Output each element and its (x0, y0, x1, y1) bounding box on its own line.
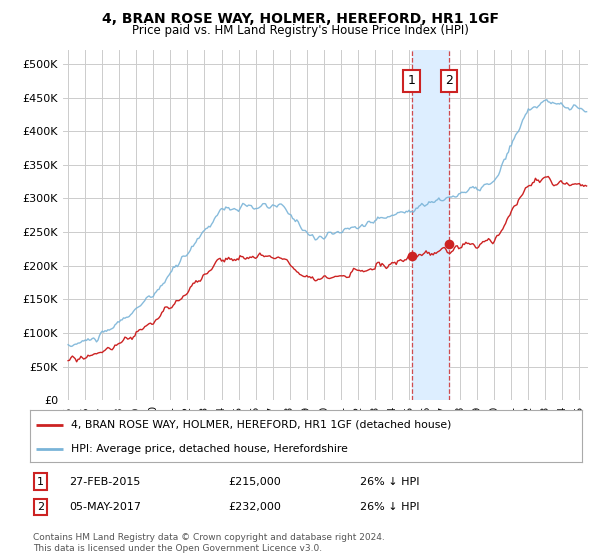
Text: 4, BRAN ROSE WAY, HOLMER, HEREFORD, HR1 1GF: 4, BRAN ROSE WAY, HOLMER, HEREFORD, HR1 … (101, 12, 499, 26)
Text: 05-MAY-2017: 05-MAY-2017 (69, 502, 141, 512)
Bar (412, 50, 449, 400)
Text: 1: 1 (407, 74, 416, 87)
Text: Contains HM Land Registry data © Crown copyright and database right 2024.
This d: Contains HM Land Registry data © Crown c… (33, 533, 385, 553)
Text: HPI: Average price, detached house, Herefordshire: HPI: Average price, detached house, Here… (71, 444, 348, 454)
Text: Price paid vs. HM Land Registry's House Price Index (HPI): Price paid vs. HM Land Registry's House … (131, 24, 469, 36)
Text: 26% ↓ HPI: 26% ↓ HPI (360, 502, 419, 512)
Text: 1: 1 (37, 477, 44, 487)
Text: £232,000: £232,000 (228, 502, 281, 512)
Text: 2: 2 (445, 74, 453, 87)
Text: 27-FEB-2015: 27-FEB-2015 (69, 477, 140, 487)
Text: 26% ↓ HPI: 26% ↓ HPI (360, 477, 419, 487)
Text: £215,000: £215,000 (228, 477, 281, 487)
Text: 2: 2 (37, 502, 44, 512)
Text: 4, BRAN ROSE WAY, HOLMER, HEREFORD, HR1 1GF (detached house): 4, BRAN ROSE WAY, HOLMER, HEREFORD, HR1 … (71, 420, 452, 430)
